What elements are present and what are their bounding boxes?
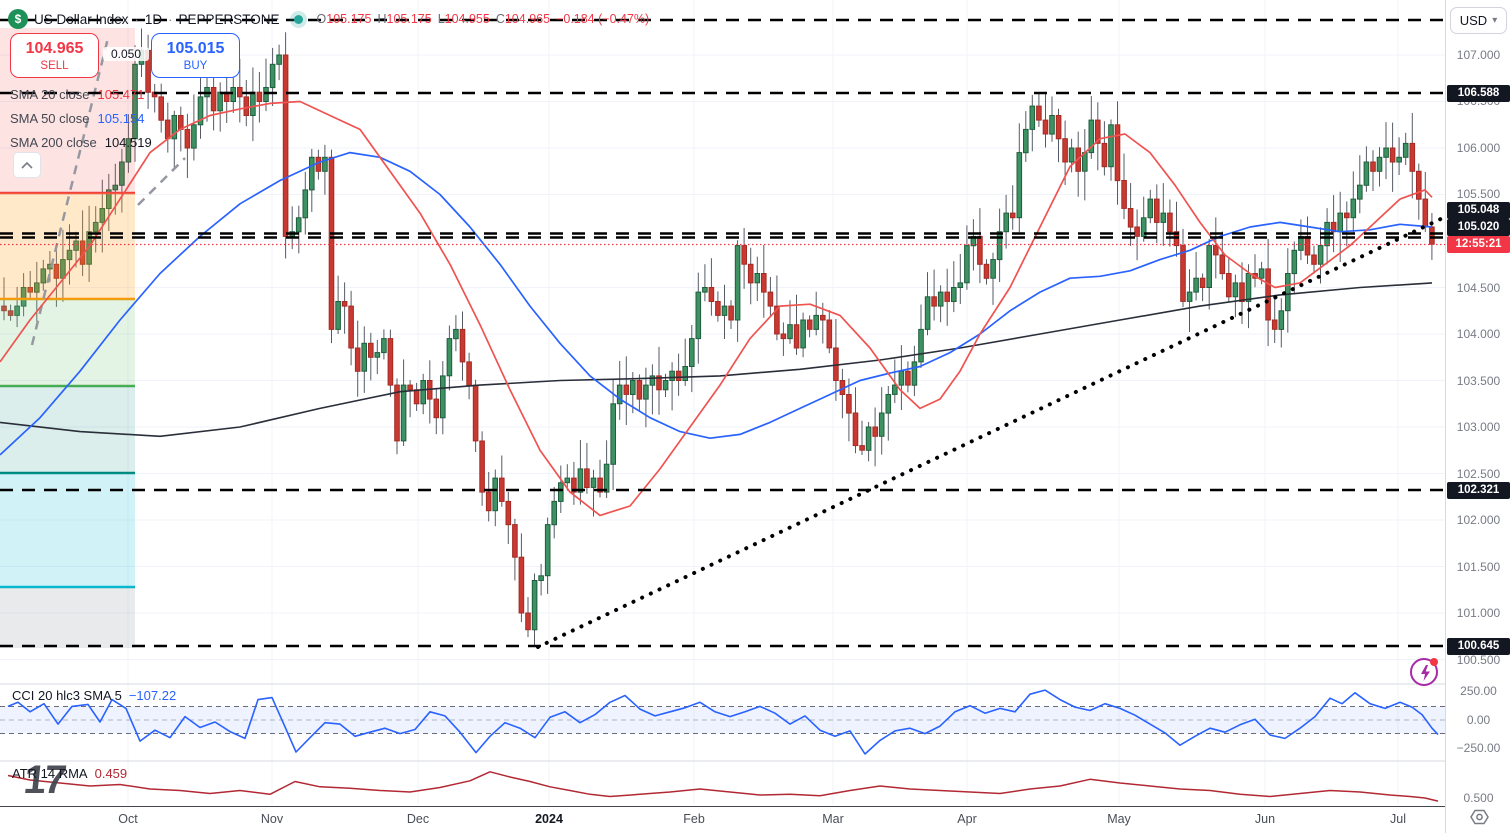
- sma-legend-row[interactable]: SMA 50 close 105.154: [10, 106, 152, 130]
- lightning-icon: [1421, 665, 1430, 681]
- price-level-badge: 100.645: [1447, 637, 1510, 655]
- sma-name: SMA 20 close: [10, 86, 90, 102]
- currency-label: USD: [1459, 13, 1488, 28]
- cci-legend[interactable]: CCI 20 hlc3 SMA 5 −107.22: [12, 688, 176, 703]
- sma-name: SMA 200 close: [10, 134, 97, 150]
- chevron-down-icon: ▾: [1492, 15, 1498, 26]
- symbol-legend: $ US Dollar Index · 1D · PEPPERSTONE O10…: [8, 6, 649, 32]
- price-axis-label: 103.500: [1456, 374, 1501, 388]
- price-level-badge: 105.048: [1447, 201, 1510, 219]
- price-axis-label: 104.500: [1456, 281, 1501, 295]
- time-axis-label: Jun: [1254, 812, 1276, 826]
- price-axis-label: −250.00: [1456, 741, 1501, 755]
- cci-value: −107.22: [128, 688, 177, 703]
- manage-panes-icon[interactable]: [1470, 809, 1489, 830]
- price-level-badge: 105.020: [1447, 218, 1510, 236]
- time-axis-label: Nov: [260, 812, 284, 826]
- atr-legend[interactable]: ATR 14 RMA 0.459: [12, 766, 127, 781]
- cci-name: CCI 20 hlc3 SMA 5: [12, 688, 122, 703]
- time-axis-label: 2024: [535, 812, 563, 826]
- separator: ·: [134, 11, 139, 27]
- buy-button[interactable]: 105.015 BUY: [151, 33, 240, 78]
- sma-value: 105.471: [97, 86, 145, 102]
- sma-legend-row[interactable]: SMA 200 close 104.519: [10, 130, 152, 154]
- exchange-label: PEPPERSTONE: [178, 11, 280, 27]
- symbol-title[interactable]: US Dollar Index: [34, 11, 129, 27]
- sell-price: 104.965: [25, 39, 84, 57]
- price-axis-label: 101.000: [1456, 606, 1501, 620]
- notification-dot: [1430, 658, 1438, 666]
- time-axis-label: May: [1107, 812, 1131, 826]
- currency-selector[interactable]: USD ▾: [1450, 7, 1507, 34]
- sell-button[interactable]: 104.965 SELL: [10, 33, 99, 78]
- price-axis[interactable]: USD ▾ 107.000106.500106.000105.500104.50…: [1445, 0, 1511, 833]
- price-level-badge: 106.588: [1447, 84, 1510, 102]
- separator: ·: [168, 11, 173, 27]
- atr-value: 0.459: [94, 766, 128, 781]
- alert-lightning-button[interactable]: [1410, 658, 1438, 686]
- spread-value: 0.050: [103, 47, 149, 61]
- price-level-badge: 102.321: [1447, 481, 1510, 499]
- price-axis-label: 101.500: [1456, 560, 1501, 574]
- price-axis-label: 102.500: [1456, 467, 1501, 481]
- buy-label: BUY: [183, 59, 208, 72]
- time-axis-label: Feb: [683, 812, 705, 826]
- sma-value: 104.519: [104, 134, 152, 150]
- market-status-icon[interactable]: [293, 14, 303, 24]
- price-axis-label: 107.000: [1456, 48, 1501, 62]
- price-axis-label: 106.000: [1456, 141, 1501, 155]
- indicator-legend: SMA 20 close 105.471 SMA 50 close 105.154…: [10, 82, 152, 154]
- change-value: −0.184 (−0.47%): [556, 12, 650, 26]
- broker-logo: $: [8, 9, 28, 29]
- time-axis-label: Apr: [957, 812, 977, 826]
- sma-name: SMA 50 close: [10, 110, 90, 126]
- price-axis-label: 250.00: [1460, 684, 1497, 698]
- collapse-legend-button[interactable]: [13, 152, 41, 178]
- time-axis-label: Dec: [406, 812, 430, 826]
- price-axis-label: 105.500: [1456, 187, 1501, 201]
- sell-label: SELL: [40, 59, 69, 72]
- atr-name: ATR 14 RMA: [12, 766, 88, 781]
- price-axis-label: 102.000: [1456, 513, 1501, 527]
- price-axis-label: 0.00: [1466, 713, 1491, 727]
- main-chart[interactable]: [0, 0, 1446, 806]
- buy-price: 105.015: [166, 39, 225, 57]
- price-axis-label: 104.000: [1456, 327, 1501, 341]
- chevron-up-icon: [21, 161, 33, 169]
- timeframe-label[interactable]: 1D: [144, 11, 163, 27]
- sma-value: 105.154: [97, 110, 145, 126]
- time-axis-label: Oct: [118, 812, 138, 826]
- ohlc-values: O105.175 H105.175 L104.955 C104.965 −0.1…: [316, 12, 650, 26]
- price-axis-label: 100.500: [1456, 653, 1501, 667]
- sma-legend-row[interactable]: SMA 20 close 105.471: [10, 82, 152, 106]
- time-axis[interactable]: Oct Nov Dec 2024 Feb Mar Apr May Jun Jul: [0, 806, 1446, 833]
- price-axis-label: 103.000: [1456, 420, 1501, 434]
- time-axis-label: Mar: [822, 812, 844, 826]
- time-axis-label: Jul: [1390, 812, 1406, 826]
- countdown-badge: 12:55:21: [1447, 235, 1510, 253]
- price-axis-label: 0.500: [1463, 791, 1494, 805]
